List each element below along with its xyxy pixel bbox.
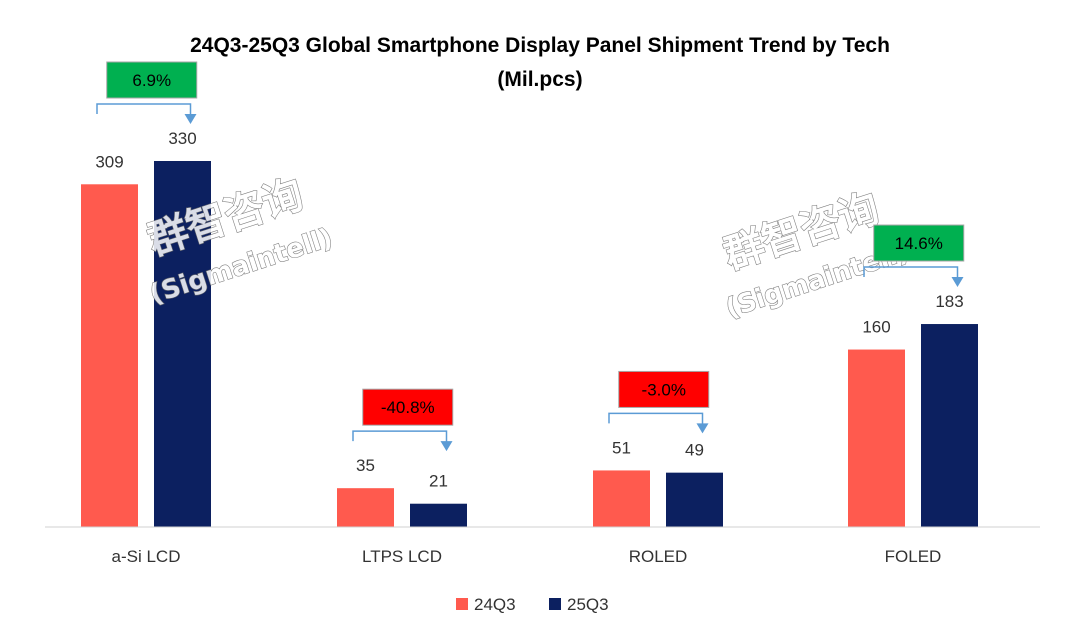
value-label-25q3-ltps-lcd: 21 xyxy=(429,472,448,491)
change-annotation-ltps-lcd: -40.8% xyxy=(352,388,454,452)
watermark-layer: 群智咨询(Sigmaintell) 群智咨询(Sigmaintell) xyxy=(142,171,913,325)
category-label-roled: ROLED xyxy=(629,547,688,566)
change-box xyxy=(873,224,965,262)
arrow-down-icon xyxy=(184,114,197,124)
arrow-down-icon xyxy=(440,441,453,452)
change-annotation-a-si-lcd: 6.9% xyxy=(96,61,198,124)
chart-title: 24Q3-25Q3 Global Smartphone Display Pane… xyxy=(190,34,890,57)
change-box xyxy=(362,388,454,426)
change-bracket xyxy=(96,103,192,116)
bars-layer: 309 330 35 21 51 49 160 183 xyxy=(81,129,978,528)
bar-24q3-foled xyxy=(848,349,905,527)
value-label-24q3-roled: 51 xyxy=(612,438,631,457)
bar-25q3-ltps-lcd xyxy=(410,503,467,527)
change-label-ltps-lcd: -40.8% xyxy=(381,398,435,417)
legend-label-24q3: 24Q3 xyxy=(474,595,516,614)
value-label-24q3-ltps-lcd: 35 xyxy=(356,456,375,475)
change-label-a-si-lcd: 6.9% xyxy=(132,71,171,90)
chart-subtitle: (Mil.pcs) xyxy=(497,68,582,91)
bar-25q3-a-si-lcd xyxy=(154,161,211,527)
change-label-foled: 14.6% xyxy=(895,234,943,253)
bar-24q3-ltps-lcd xyxy=(337,488,394,527)
category-labels: a-Si LCD LTPS LCD ROLED FOLED xyxy=(112,547,942,566)
change-box xyxy=(106,61,198,99)
change-annotation-roled: -3.0% xyxy=(608,370,710,434)
change-label-roled: -3.0% xyxy=(642,380,686,399)
bar-24q3-a-si-lcd xyxy=(81,184,138,528)
value-label-25q3-a-si-lcd: 330 xyxy=(168,129,196,148)
bar-25q3-roled xyxy=(666,472,723,527)
bar-25q3-foled xyxy=(921,324,978,527)
change-annotations: 6.9% -40.8% -3.0% 14.6% xyxy=(96,61,965,452)
legend: 24Q3 25Q3 xyxy=(456,595,609,614)
value-label-24q3-foled: 160 xyxy=(862,318,890,337)
value-label-25q3-roled: 49 xyxy=(685,441,704,460)
arrow-down-icon xyxy=(696,423,709,434)
category-label-a-si-lcd: a-Si LCD xyxy=(112,547,181,566)
value-label-24q3-a-si-lcd: 309 xyxy=(95,152,123,171)
change-bracket xyxy=(863,266,959,280)
change-box xyxy=(618,370,710,408)
legend-swatch-25q3 xyxy=(549,598,561,610)
bar-24q3-roled xyxy=(593,470,650,527)
legend-swatch-24q3 xyxy=(456,598,468,610)
category-label-foled: FOLED xyxy=(885,547,942,566)
value-label-25q3-foled: 183 xyxy=(935,292,963,311)
change-annotation-foled: 14.6% xyxy=(863,224,965,288)
category-label-ltps-lcd: LTPS LCD xyxy=(362,547,442,566)
legend-label-25q3: 25Q3 xyxy=(567,595,609,614)
arrow-down-icon xyxy=(951,277,964,288)
change-bracket xyxy=(352,430,448,444)
change-bracket xyxy=(608,412,704,426)
